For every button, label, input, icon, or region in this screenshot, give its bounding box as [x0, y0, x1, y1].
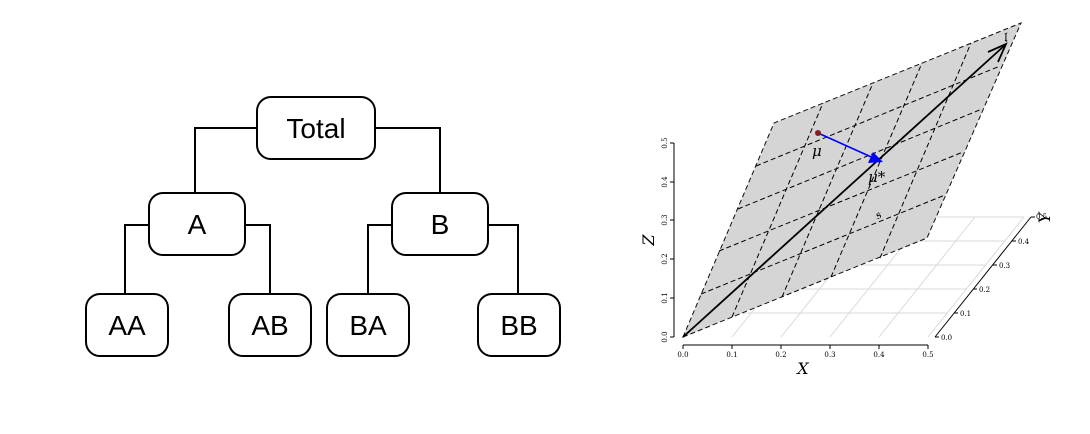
x-tick-labels: 0.0 0.1 0.2 0.3 0.4 0.5: [677, 351, 933, 359]
plane-grid: [700, 42, 1001, 318]
mu-label: μ: [812, 142, 822, 160]
subspace-plane: [682, 22, 1022, 338]
y-tick-label: 0.3: [999, 262, 1010, 270]
node-aa: AA: [85, 293, 169, 357]
node-b-label: B: [431, 209, 450, 240]
y-axis-line: [934, 216, 1032, 338]
z-tick-label: 0.4: [661, 176, 669, 188]
node-aa-label: AA: [108, 310, 146, 341]
x-tick-label: 0.5: [922, 351, 933, 359]
x-tick-label: 0.2: [775, 351, 786, 359]
node-ab-label: AB: [251, 310, 288, 341]
node-total-label: Total: [286, 113, 345, 144]
y-tick-label: 0.4: [1018, 238, 1030, 246]
x-axis-label: X: [795, 359, 809, 378]
x-tick-label: 0.4: [873, 351, 885, 359]
x-tick-label: 0.1: [726, 351, 737, 359]
x-tick-label: 0.0: [677, 351, 688, 359]
node-ab: AB: [228, 293, 312, 357]
mu-point: [815, 130, 821, 136]
y-tick-label: 0.5: [1036, 213, 1047, 221]
projection-arrowhead: [868, 152, 883, 163]
z-axis-label: Z: [639, 234, 658, 247]
z-tick-label: 0.2: [661, 253, 669, 264]
y-tick-label: 0.1: [960, 310, 971, 318]
plane-label: 𝔰: [876, 207, 882, 223]
spanning-line-arrowhead: [987, 42, 1008, 63]
line-label: 𝔩: [1004, 30, 1008, 46]
edge-b-ba: [367, 224, 392, 294]
z-tick-label: 0.0: [661, 331, 669, 342]
projection-plot: 0.0 0.1 0.2 0.3 0.4 0.5 0.0 0.1 0.2 0.3 …: [639, 22, 1054, 378]
mu-star-label: μ*: [868, 168, 886, 186]
spanning-line: [682, 42, 1008, 338]
z-tick-label: 0.5: [661, 137, 669, 148]
y-tick-label: 0.2: [979, 286, 990, 294]
axes: [670, 142, 1035, 349]
node-a: A: [148, 192, 246, 256]
y-tick-labels: 0.0 0.1 0.2 0.3 0.4 0.5: [941, 213, 1047, 342]
node-b: B: [391, 192, 489, 256]
projection-arrow: [817, 132, 883, 163]
z-tick-labels: 0.0 0.1 0.2 0.3 0.4 0.5: [661, 137, 669, 342]
y-axis-label: Y: [1035, 211, 1054, 223]
node-bb-label: BB: [500, 310, 537, 341]
edge-a-ab: [245, 224, 271, 294]
node-ba: BA: [326, 293, 410, 357]
hierarchy-tree: Total A B AA AB BA BB: [85, 96, 561, 357]
z-tick-label: 0.1: [661, 292, 669, 303]
z-tick-label: 0.3: [661, 214, 669, 225]
x-tick-label: 0.3: [824, 351, 835, 359]
y-tick-label: 0.0: [941, 334, 952, 342]
node-ba-label: BA: [349, 310, 387, 341]
edge-total-b: [375, 127, 441, 193]
edge-total-a: [194, 127, 257, 193]
edge-b-bb: [488, 224, 519, 294]
edge-a-aa: [124, 224, 149, 294]
node-bb: BB: [477, 293, 561, 357]
node-a-label: A: [188, 209, 207, 240]
node-total: Total: [256, 96, 376, 160]
